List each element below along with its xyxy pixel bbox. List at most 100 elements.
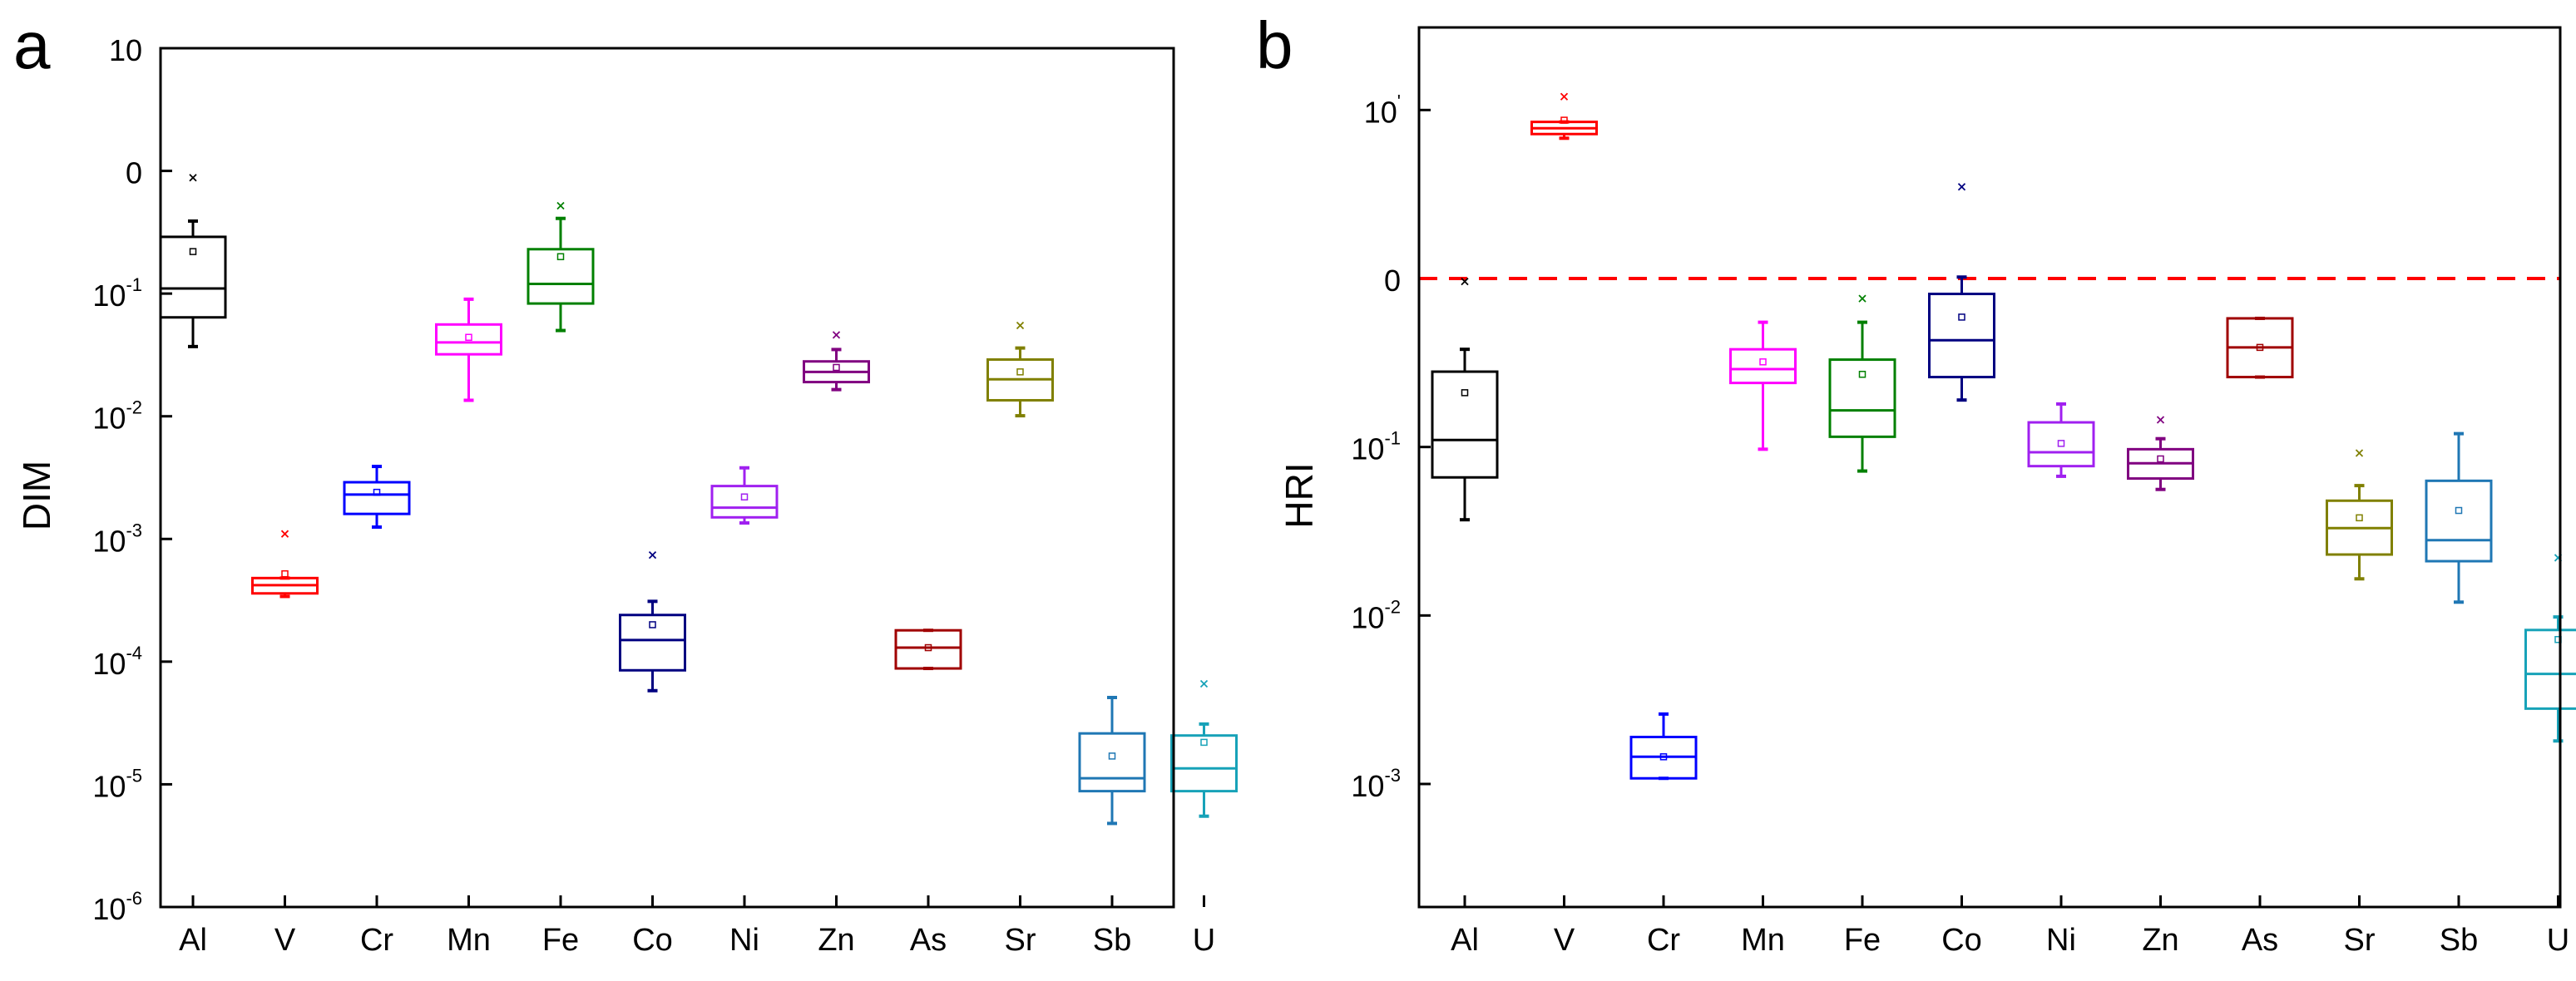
mean-marker xyxy=(556,253,565,260)
y-tick-label: 0 xyxy=(1384,264,1401,298)
mean-marker xyxy=(2256,343,2264,352)
y-tick-label: 10-1 xyxy=(1351,428,1401,466)
box-iqr xyxy=(1170,734,1238,793)
y-tick-label: 10-4 xyxy=(92,643,142,681)
panel-b-y-axis-label: HRI xyxy=(1278,462,1321,528)
panel-b-plot-frame xyxy=(1417,26,2562,909)
outlier-marker xyxy=(1199,679,1209,688)
box-mn xyxy=(1729,320,1797,451)
x-category-label: Fe xyxy=(1844,923,1881,958)
box-zn xyxy=(2127,416,2194,491)
x-category-label: As xyxy=(910,923,947,958)
x-category-label: Mn xyxy=(1741,923,1785,958)
outlier-marker xyxy=(1560,92,1569,101)
box-sr xyxy=(2326,449,2393,581)
mean-marker xyxy=(2157,455,2164,463)
box-u xyxy=(2524,554,2576,743)
y-tick-label: 10 xyxy=(109,33,142,67)
box-mn xyxy=(435,297,502,402)
outlier-marker xyxy=(832,331,841,339)
x-category-label: Zn xyxy=(2142,923,2178,958)
outlier-marker xyxy=(556,201,565,210)
box-iqr xyxy=(1078,732,1146,793)
panel-a-y-axis-label: DIM xyxy=(15,461,58,530)
outlier-marker xyxy=(648,550,657,560)
box-fe xyxy=(1828,294,1896,473)
mean-marker xyxy=(649,621,656,629)
box-ni xyxy=(710,466,779,525)
box-iqr xyxy=(894,629,962,670)
y-tick-label: 0 xyxy=(126,156,142,190)
box-al xyxy=(1431,277,1499,522)
box-iqr xyxy=(1431,370,1499,479)
x-category-label: Ni xyxy=(2046,923,2076,958)
box-cr xyxy=(343,465,411,529)
box-cr xyxy=(1629,712,1698,781)
box-iqr xyxy=(2524,629,2576,710)
box-v xyxy=(1530,92,1598,140)
outlier-marker xyxy=(280,530,289,538)
mean-marker xyxy=(740,493,749,501)
panel-a-label: a xyxy=(13,8,51,82)
outlier-marker xyxy=(1016,321,1025,330)
y-tick-label: 10-2 xyxy=(1351,596,1401,634)
mean-marker xyxy=(373,488,381,496)
y-tick-label: 10-1 xyxy=(92,274,142,313)
mean-marker xyxy=(281,569,289,578)
y-tick-label: 10-6 xyxy=(92,888,142,926)
box-iqr xyxy=(1729,348,1797,385)
x-category-label: Al xyxy=(1451,923,1479,958)
x-category-label: Cr xyxy=(1647,923,1680,958)
x-category-label: Sb xyxy=(2440,923,2478,958)
box-iqr xyxy=(619,614,686,672)
mean-marker xyxy=(1659,753,1668,761)
box-iqr xyxy=(1828,358,1896,438)
mean-marker xyxy=(2356,514,2363,522)
x-category-label: U xyxy=(1193,923,1215,958)
box-v xyxy=(251,530,319,599)
box-iqr xyxy=(710,485,779,519)
box-sr xyxy=(986,321,1054,418)
box-u xyxy=(1170,679,1238,818)
panel-a-x-categories: Al V Cr Mn Fe Co Ni Zn As Sr Sb U xyxy=(179,895,1215,958)
mean-marker xyxy=(1016,368,1024,376)
x-category-label: Co xyxy=(632,923,673,958)
box-sb xyxy=(1078,696,1146,826)
box-iqr xyxy=(2027,421,2095,468)
box-ni xyxy=(2027,402,2095,478)
y-tick-label: 10-5 xyxy=(92,765,142,803)
panel-a-y-ticks: 10 0 10-1 10-2 10-3 10-4 10-5 10-6 xyxy=(92,33,172,926)
x-category-label: Mn xyxy=(447,923,491,958)
mean-marker xyxy=(2057,440,2065,447)
box-iqr xyxy=(527,248,595,305)
mean-marker xyxy=(1858,370,1866,378)
x-category-label: Fe xyxy=(542,923,579,958)
mean-marker xyxy=(465,333,472,342)
outlier-marker xyxy=(189,174,197,182)
panel-b-y-ticks: 10' 0 10-1 10-2 10-3 xyxy=(1351,91,1431,803)
outlier-marker xyxy=(2355,449,2364,457)
x-category-label: Al xyxy=(179,923,207,958)
outlier-marker xyxy=(1957,183,1966,191)
mean-marker xyxy=(833,363,840,372)
box-iqr xyxy=(2425,479,2493,563)
x-category-label: Co xyxy=(1941,923,1982,958)
x-category-label: Sr xyxy=(1005,923,1036,958)
y-tick-label: 10-3 xyxy=(92,520,142,558)
outlier-marker xyxy=(1858,294,1866,303)
mean-marker xyxy=(1200,738,1208,747)
y-tick-label: 10' xyxy=(1364,91,1401,129)
y-tick-label: 10-3 xyxy=(1351,765,1401,803)
panel-b-boxes xyxy=(1431,92,2576,781)
box-as xyxy=(2226,316,2294,379)
x-category-label: V xyxy=(274,923,296,958)
mean-marker xyxy=(1759,358,1767,366)
mean-marker xyxy=(924,643,932,652)
panel-b-label: b xyxy=(1256,8,1293,82)
outlier-marker xyxy=(2156,416,2165,424)
x-category-label: Zn xyxy=(818,923,854,958)
x-category-label: Sr xyxy=(2344,923,2376,958)
x-category-label: Sb xyxy=(1093,923,1131,958)
mean-marker xyxy=(1108,752,1116,760)
